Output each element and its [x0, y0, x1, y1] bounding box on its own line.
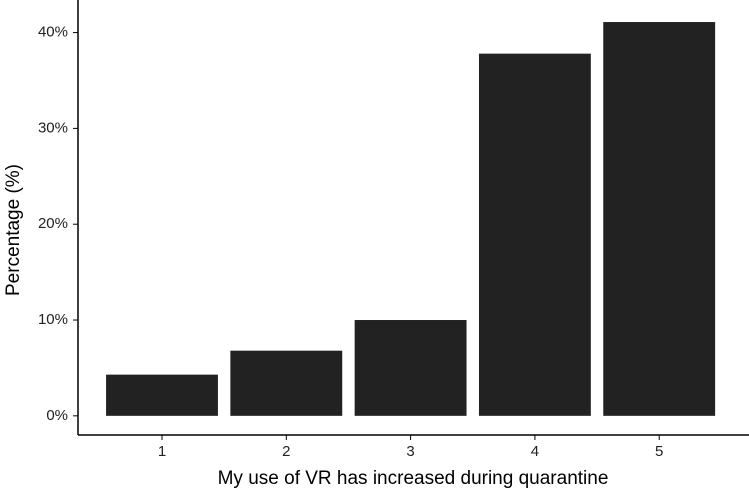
- y-tick-label: 0%: [46, 407, 68, 424]
- x-axis-title: My use of VR has increased during quaran…: [218, 468, 609, 489]
- x-tick-label: 5: [655, 443, 663, 460]
- bar: [478, 53, 591, 416]
- x-tick-label: 2: [282, 443, 290, 460]
- bar: [354, 320, 467, 416]
- y-tick-label: 30%: [38, 119, 68, 136]
- bar: [603, 22, 716, 416]
- y-tick-label: 20%: [38, 215, 68, 232]
- y-tick-label: 10%: [38, 311, 68, 328]
- bar: [106, 374, 218, 416]
- y-axis-title: Percentage (%): [3, 164, 24, 296]
- x-tick-label: 1: [158, 443, 166, 460]
- x-tick-label: 3: [406, 443, 414, 460]
- bar: [230, 350, 343, 416]
- x-tick-label: 4: [531, 443, 539, 460]
- y-tick-label: 40%: [38, 24, 68, 41]
